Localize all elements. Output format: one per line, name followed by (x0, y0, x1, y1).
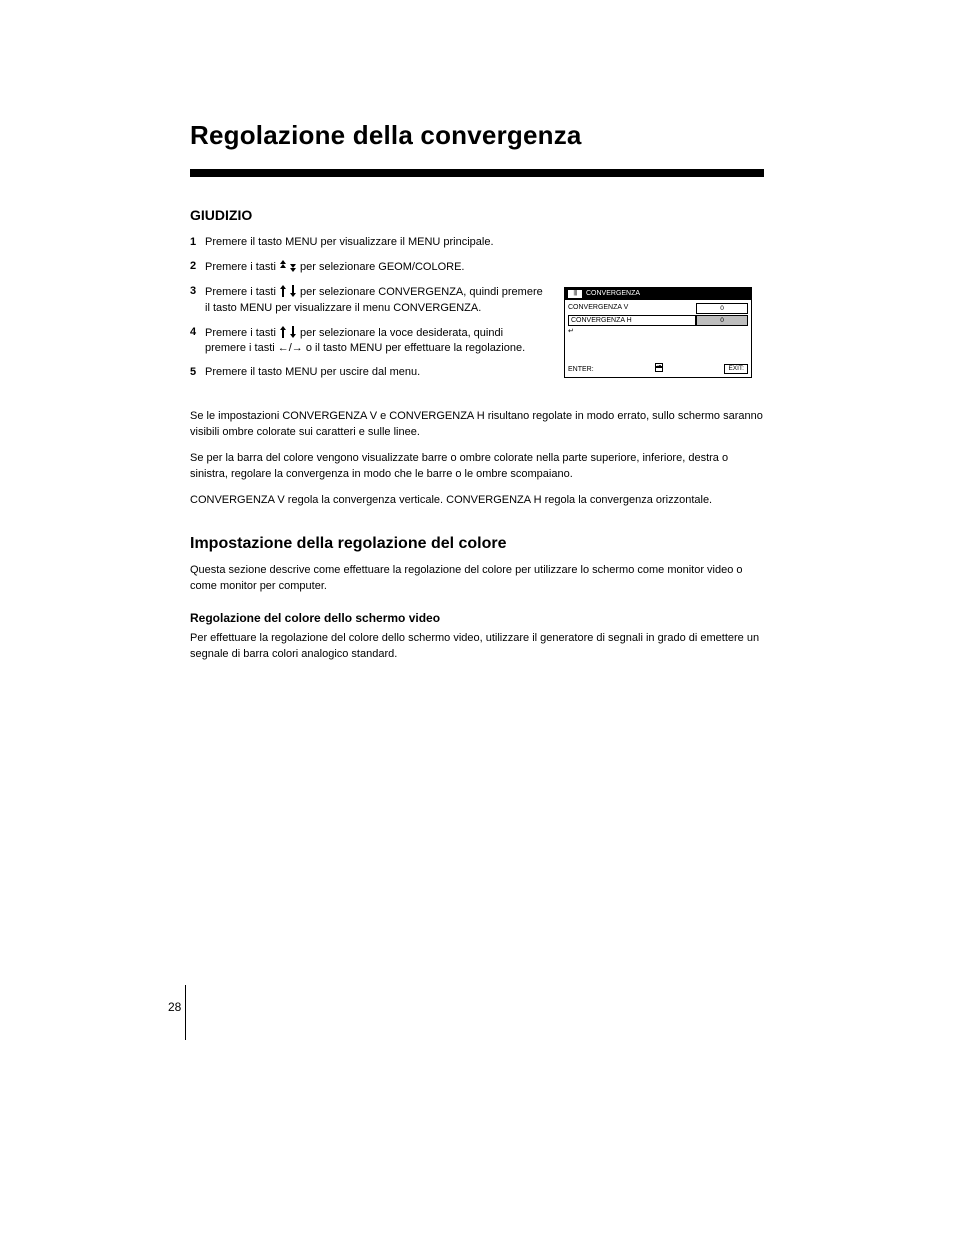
menu-footer-left: ENTER: (568, 366, 594, 374)
menu-box: ||| CONVERGENZA CONVERGENZA V 0 CONVERGE… (564, 287, 752, 378)
step-5: 5 Premere il tasto MENU per uscire dal m… (190, 365, 546, 381)
sub-head: Regolazione del colore dello schermo vid… (190, 611, 764, 625)
nav-icon: ▴▾ (653, 360, 665, 374)
menu-footer-right[interactable]: EXIT: (724, 364, 748, 374)
menu-row-arrow: ↵ (568, 326, 748, 338)
giudizio-label: GIUDIZIO (190, 207, 546, 223)
body-paragraph: CONVERGENZA V regola la convergenza vert… (190, 493, 764, 509)
menu-titlebar: ||| CONVERGENZA (565, 288, 751, 300)
section-head: Impostazione della regolazione del color… (190, 535, 764, 553)
step-2: 2 Premere i tasti per selezionare GEOM/C… (190, 259, 546, 276)
body-paragraph: Se le impostazioni CONVERGENZA V e CONVE… (190, 409, 764, 441)
up-down-arrow-icon (279, 259, 297, 275)
vertical-rule (185, 985, 186, 1040)
step-4: 4 Premere i tasti per selezionare la voc… (190, 325, 546, 358)
horizontal-rule (190, 169, 764, 177)
menu-item-label: CONVERGENZA V (568, 304, 628, 312)
sub-body: Per effettuare la regolazione del colore… (190, 631, 764, 663)
section-body: Questa sezione descrive come effettuare … (190, 563, 764, 595)
menu-item-value: 0 (696, 315, 748, 326)
return-arrow-icon: ↵ (568, 328, 576, 336)
menu-row-convergenza-h[interactable]: CONVERGENZA H 0 (568, 314, 748, 326)
menu-item-label: CONVERGENZA H (568, 315, 696, 326)
menu-row-convergenza-v[interactable]: CONVERGENZA V 0 (568, 302, 748, 314)
page-title: Regolazione della convergenza (190, 120, 764, 151)
up-down-arrow-icon (279, 325, 297, 341)
menu-icon: ||| (567, 289, 583, 299)
body-paragraph: Se per la barra del colore vengono visua… (190, 451, 764, 483)
up-down-arrow-icon (279, 284, 297, 300)
page-number: 28 (168, 1000, 181, 1014)
menu-item-value: 0 (696, 303, 748, 314)
menu-title: CONVERGENZA (586, 290, 640, 298)
step-3: 3 Premere i tasti per selezionare CONVER… (190, 284, 546, 317)
step-1: 1 Premere il tasto MENU per visualizzare… (190, 235, 546, 251)
